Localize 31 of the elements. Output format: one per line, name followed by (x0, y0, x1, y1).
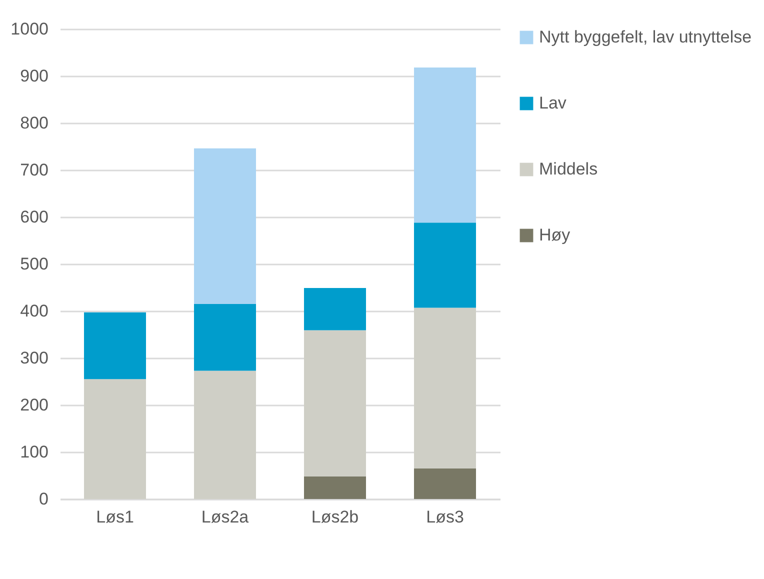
bar (414, 308, 476, 468)
x-tick-label: Løs1 (96, 508, 134, 526)
bar (304, 476, 366, 499)
x-tick-label: Løs3 (426, 508, 464, 526)
y-tick-label: 500 (20, 254, 48, 274)
bar (414, 222, 476, 308)
x-tick-label: Løs2b (311, 508, 359, 526)
bar (304, 288, 366, 330)
bar (84, 312, 146, 380)
y-tick-label: 400 (20, 302, 48, 320)
bar (194, 148, 256, 304)
y-tick-label: 600 (20, 208, 48, 226)
y-tick-label: 700 (20, 160, 48, 180)
y-tick-label: 900 (20, 66, 48, 86)
legend-label: Middels (539, 160, 598, 178)
y-tick-label: 0 (39, 490, 48, 508)
legend-label: Lav (539, 94, 567, 112)
legend-label: Høy (539, 226, 571, 244)
y-tick-label: 1000 (10, 20, 48, 38)
y-tick-label: 200 (20, 396, 48, 414)
bar (84, 379, 146, 499)
bar (414, 468, 476, 499)
legend-label: Nytt byggefelt, lav utnyttelse (539, 28, 752, 46)
x-tick-label: Løs2a (201, 508, 250, 526)
y-tick-label: 800 (20, 114, 48, 132)
y-tick-label: 300 (20, 348, 48, 368)
bar (194, 370, 256, 499)
bar (414, 68, 476, 223)
bar (194, 304, 256, 371)
y-tick-label: 100 (20, 442, 48, 462)
bar (304, 330, 366, 476)
